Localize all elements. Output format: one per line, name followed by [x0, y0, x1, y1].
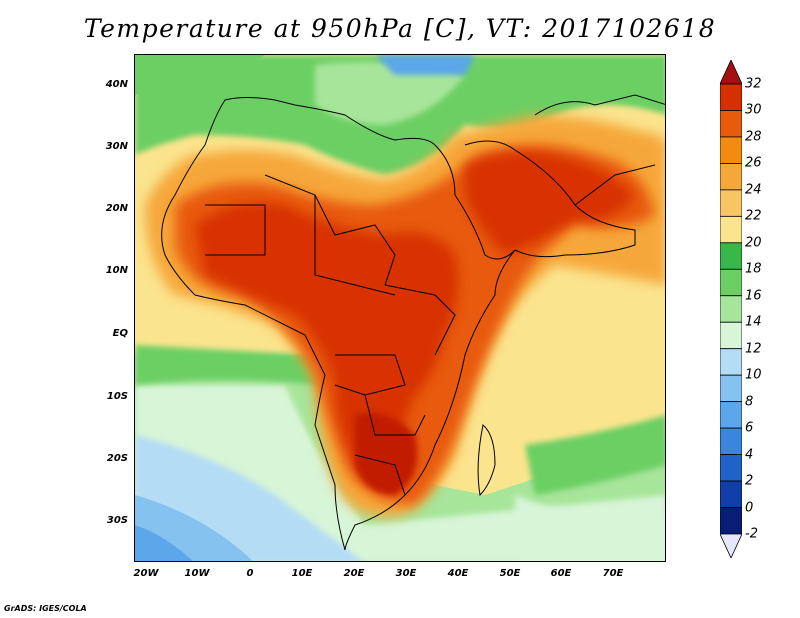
colorbar-label: 18 [745, 261, 762, 277]
europe-cold [375, 55, 475, 75]
colorbar-swatch [720, 348, 742, 376]
atlantic-north-green [135, 55, 265, 95]
lon-label: 10E [291, 568, 313, 579]
colorbar-label: 12 [745, 341, 762, 357]
colorbar-label: 8 [745, 394, 754, 410]
lat-label: EQ [112, 328, 128, 339]
colorbar-swatch [720, 480, 742, 508]
indian-green [525, 415, 665, 495]
lon-label: 10W [184, 568, 210, 579]
colorbar-label: 2 [745, 473, 754, 489]
lon-label: 40E [447, 568, 469, 579]
hottest-land [195, 202, 459, 483]
colorbar-swatch [720, 242, 742, 270]
lat-label: 30S [106, 515, 128, 526]
colorbar-label: 22 [745, 208, 762, 224]
colorbar-label: 28 [745, 129, 762, 145]
colorbar-swatch [720, 136, 742, 164]
colorbar-label: 30 [745, 102, 762, 118]
map-canvas [135, 55, 665, 561]
colorbar-label: 26 [745, 155, 762, 171]
lon-label: 20W [133, 568, 159, 579]
colorbar-label: 6 [745, 420, 754, 436]
temperature-map [134, 54, 666, 562]
colorbar-swatch [720, 454, 742, 482]
colorbar [720, 60, 742, 558]
colorbar-bottom-arrow [720, 533, 742, 558]
lon-label: 70E [602, 568, 624, 579]
colorbar-top-arrow [720, 60, 742, 85]
colorbar-swatch [720, 507, 742, 535]
colorbar-label: 14 [745, 314, 762, 330]
colorbar-label: 32 [745, 76, 762, 92]
colorbar-swatch [720, 189, 742, 217]
colorbar-swatch [720, 110, 742, 138]
colorbar-swatch [720, 401, 742, 429]
colorbar-swatch [720, 427, 742, 455]
lat-label: 40N [105, 79, 128, 90]
colorbar-swatch [720, 83, 742, 111]
colorbar-swatch [720, 321, 742, 350]
indian-ocean-cool [515, 495, 665, 561]
lon-label: 30E [395, 568, 417, 579]
colorbar-swatch [720, 374, 742, 403]
lat-label: 30N [105, 141, 128, 152]
latitude-axis: 40N 30N 20N 10N EQ 10S 20S 30S [88, 0, 128, 618]
chart-title: Temperature at 950hPa [C], VT: 201710261… [83, 14, 717, 43]
lon-label: 60E [550, 568, 572, 579]
lat-label: 10N [105, 265, 128, 276]
colorbar-label: 16 [745, 288, 762, 304]
arabia-hot [465, 151, 635, 255]
colorbar-label: 24 [745, 182, 762, 198]
colorbar-label: -2 [745, 526, 758, 542]
colorbar-label: 20 [745, 235, 762, 251]
colorbar-swatch [720, 215, 742, 244]
lon-label: 20E [343, 568, 365, 579]
lat-label: 20N [105, 203, 128, 214]
coastlines [161, 94, 665, 551]
colorbar-swatch [720, 163, 742, 191]
credit-text: GrADS: IGES/COLA [4, 604, 87, 613]
lon-label: 0 [246, 568, 254, 579]
colorbar-swatch [720, 268, 742, 297]
south-africa-hot [355, 412, 418, 495]
ocean-band-coldest [135, 525, 193, 561]
lat-label: 10S [106, 391, 128, 402]
mediterranean-light [315, 61, 465, 125]
lat-label: 20S [106, 453, 128, 464]
colorbar-label: 4 [745, 447, 754, 463]
colorbar-swatch [720, 295, 742, 323]
colorbar-label: 10 [745, 367, 762, 383]
lon-label: 50E [499, 568, 521, 579]
atlantic-green [135, 345, 320, 385]
colorbar-label: 0 [745, 500, 754, 516]
